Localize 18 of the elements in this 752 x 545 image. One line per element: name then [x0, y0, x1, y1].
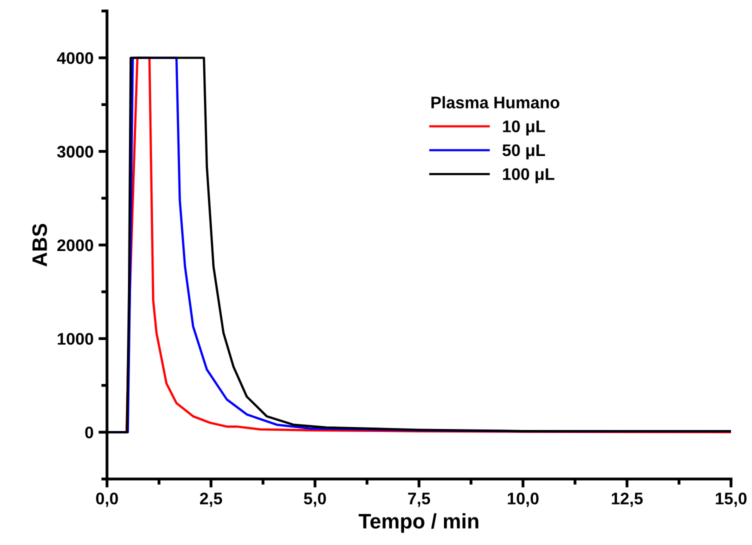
x-tick-label: 10,0: [508, 492, 539, 507]
y-tick-label: 0: [85, 426, 94, 438]
x-axis-title: Tempo / min: [358, 513, 478, 533]
y-tick-label: 4000: [56, 52, 94, 64]
y-axis-title: ABS: [32, 224, 48, 266]
legend-label: 50 μL: [502, 144, 546, 160]
y-tick-label: 3000: [57, 146, 94, 158]
x-tick-label: 12,5: [612, 492, 643, 507]
y-tick-label: 1000: [58, 333, 94, 345]
y-tick-label: 2000: [57, 239, 94, 252]
legend-label: 100 μL: [503, 168, 554, 184]
x-tick-label: 5,0: [304, 492, 326, 507]
legend-title: Plasma Humano: [431, 96, 560, 108]
legend-label: 10 μL: [503, 120, 546, 136]
x-tick-label: 7,5: [408, 492, 430, 507]
x-tick-label: 15,0: [716, 492, 747, 507]
x-tick-label: 2,5: [200, 492, 222, 507]
x-tick-label: 0,0: [96, 492, 118, 507]
